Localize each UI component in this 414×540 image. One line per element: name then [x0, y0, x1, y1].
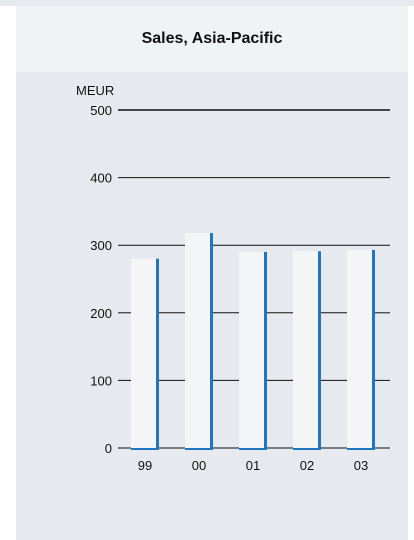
bar-base-02 [293, 448, 321, 450]
top-band [0, 0, 414, 6]
y-axis-unit-label: MEUR [76, 83, 114, 98]
x-tick-label-02: 02 [300, 458, 314, 473]
chart-title: Sales, Asia-Pacific [141, 30, 283, 47]
y-tick-label-300: 300 [90, 238, 112, 253]
x-tick-label-01: 01 [246, 458, 260, 473]
bar-edge-00 [210, 233, 213, 450]
bar-base-01 [239, 448, 267, 450]
bar-01 [239, 251, 264, 448]
y-tick-label-0: 0 [105, 441, 112, 456]
bar-03 [347, 249, 372, 448]
y-tick-label-400: 400 [90, 171, 112, 186]
y-tick-label-500: 500 [90, 103, 112, 118]
bar-edge-01 [264, 251, 267, 450]
bar-base-03 [347, 448, 375, 450]
bars [131, 233, 375, 450]
bar-00 [185, 233, 210, 448]
y-tick-label-100: 100 [90, 373, 112, 388]
bar-edge-99 [156, 258, 159, 450]
title-band: Sales, Asia-Pacific [16, 6, 408, 72]
bar-base-99 [131, 448, 159, 450]
x-tick-labels: 99 00 01 02 03 [138, 458, 368, 473]
bar-edge-02 [318, 251, 321, 450]
x-tick-label-03: 03 [354, 458, 368, 473]
grid-lines [118, 109, 390, 449]
bar-edge-03 [372, 249, 375, 450]
x-tick-label-00: 00 [192, 458, 206, 473]
x-tick-label-99: 99 [138, 458, 152, 473]
y-tick-labels: 0 100 200 300 400 500 [90, 103, 112, 456]
bar-base-00 [185, 448, 213, 450]
bar-99 [131, 258, 156, 448]
bar-02 [293, 251, 318, 448]
y-tick-label-200: 200 [90, 306, 112, 321]
